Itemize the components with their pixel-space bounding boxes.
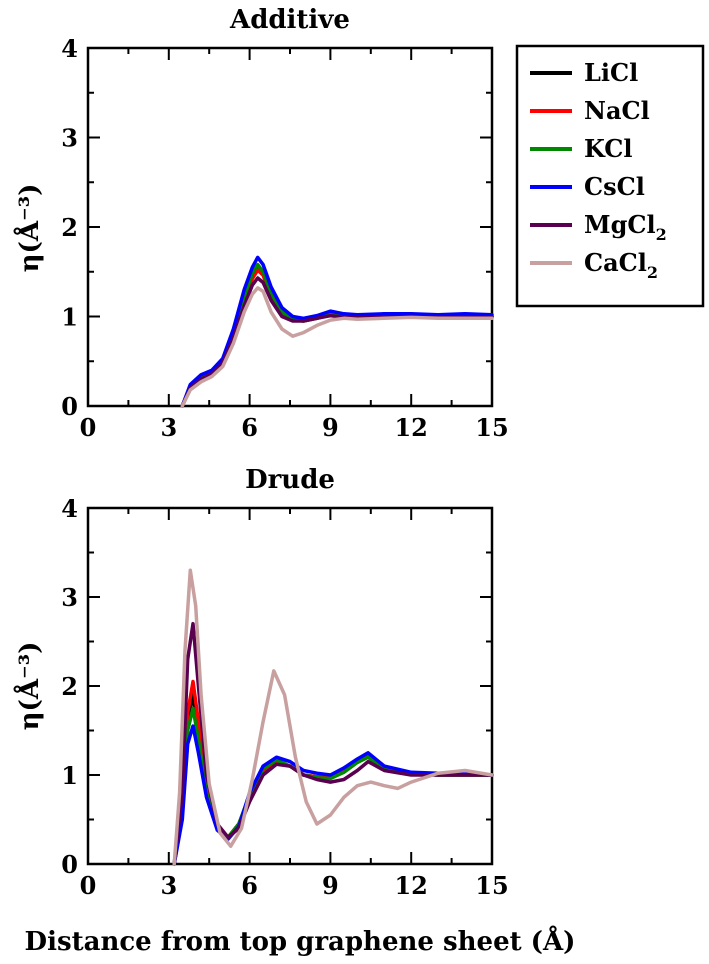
legend-label: NaCl	[584, 96, 650, 125]
y-tick-label: 2	[61, 672, 78, 701]
y-tick-label: 3	[61, 124, 78, 153]
y-tick-label: 4	[61, 494, 78, 523]
y-tick-label: 4	[61, 34, 78, 63]
ylabel-additive: η(Å⁻³)	[14, 184, 45, 273]
plot-frame-additive	[86, 46, 494, 408]
x-tick-label: 15	[475, 871, 508, 900]
x-axis-label: Distance from top graphene sheet (Å)	[25, 926, 576, 957]
x-tick-label: 15	[475, 413, 508, 442]
x-tick-label: 6	[241, 413, 258, 442]
legend-label: MgCl2	[584, 210, 667, 244]
x-tick-label: 12	[394, 413, 427, 442]
series-line-licl	[180, 265, 494, 408]
x-tick-label: 9	[322, 871, 339, 900]
legend-label: CaCl2	[584, 248, 658, 282]
y-tick-label: 0	[61, 850, 78, 879]
legend-subscript: 2	[647, 263, 658, 282]
series-line-cacl2	[180, 286, 494, 408]
y-tick-label: 2	[61, 213, 78, 242]
y-tick-label: 1	[61, 303, 78, 332]
plot-frame-drude	[86, 506, 494, 866]
series-line-mgcl2	[172, 621, 494, 866]
legend: LiCl NaCl KCl CsCl MgCl2 CaCl2	[515, 44, 705, 308]
series-line-cacl2	[172, 568, 494, 866]
series-line-licl	[172, 693, 494, 866]
legend-label: CsCl	[584, 172, 645, 201]
panel-title-drude: Drude	[245, 465, 335, 495]
legend-subscript: 2	[656, 225, 667, 244]
ylabel-drude: η(Å⁻³)	[14, 642, 45, 731]
series-line-kcl	[180, 262, 494, 408]
y-tick-label: 3	[61, 583, 78, 612]
x-tick-label: 6	[241, 871, 258, 900]
x-tick-label: 0	[80, 871, 97, 900]
x-tick-label: 3	[160, 413, 177, 442]
x-tick-label: 0	[80, 413, 97, 442]
series-line-kcl	[172, 706, 494, 866]
x-tick-label: 12	[394, 871, 427, 900]
legend-label: KCl	[584, 134, 632, 163]
x-tick-label: 3	[160, 871, 177, 900]
x-tick-label: 9	[322, 413, 339, 442]
y-tick-label: 1	[61, 761, 78, 790]
legend-label: LiCl	[584, 58, 638, 87]
panel-title-additive: Additive	[229, 5, 350, 35]
series-line-cscl	[180, 255, 494, 408]
series-line-cscl	[172, 724, 494, 866]
y-tick-label: 0	[61, 392, 78, 421]
